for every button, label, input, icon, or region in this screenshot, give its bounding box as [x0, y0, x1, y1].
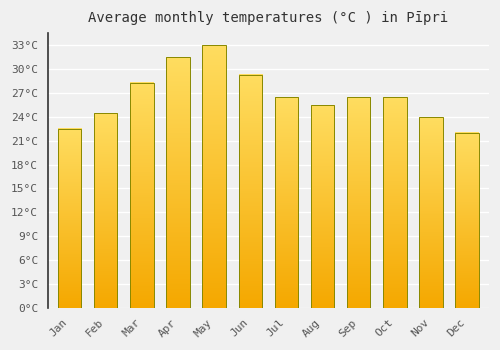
Bar: [238, 75, 262, 308]
Bar: [274, 97, 298, 308]
Bar: [130, 83, 154, 308]
Title: Average monthly temperatures (°C ) in Pīpri: Average monthly temperatures (°C ) in Pī…: [88, 11, 448, 25]
Bar: [202, 45, 226, 308]
Bar: [420, 117, 443, 308]
Bar: [456, 133, 479, 308]
Bar: [383, 97, 406, 308]
Bar: [58, 129, 82, 308]
Bar: [166, 57, 190, 308]
Bar: [311, 105, 334, 308]
Bar: [94, 113, 118, 308]
Bar: [347, 97, 370, 308]
